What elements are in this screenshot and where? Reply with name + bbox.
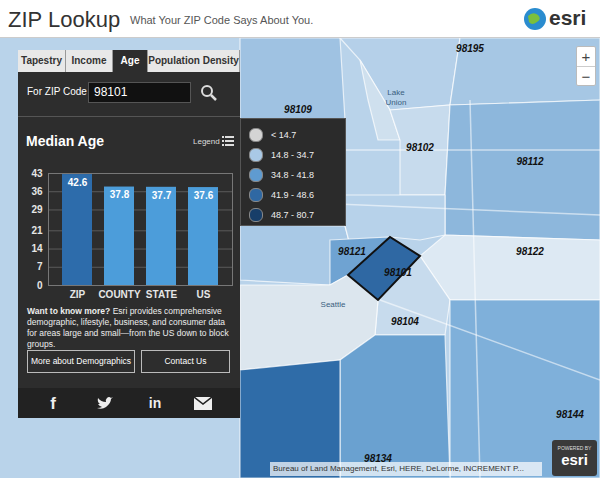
svg-text:98144: 98144 [556, 409, 584, 420]
html-text:esri: esri [549, 6, 587, 29]
html-text:41.9 - 48.6: 41.9 - 48.6 [271, 189, 314, 200]
html-text:esri: esri [561, 451, 588, 468]
svg-text:LakeUnion: LakeUnion [386, 88, 407, 107]
html-text:in: in [148, 395, 162, 411]
html-text:f: f [50, 394, 56, 413]
html-text:Median Age: Median Age [26, 133, 104, 149]
svg-text:98121: 98121 [338, 246, 366, 257]
svg-text:98122: 98122 [516, 246, 544, 257]
html-text:Contact Us: Contact Us [164, 356, 207, 366]
svg-text:7: 7 [37, 261, 43, 272]
svg-text:14: 14 [31, 243, 43, 254]
html-text:34.8 - 41.8: 34.8 - 41.8 [271, 169, 314, 180]
svg-text:37.6: 37.6 [194, 190, 214, 201]
svg-text:98101: 98101 [384, 267, 412, 278]
svg-text:ZIP: ZIP [70, 289, 86, 300]
html-text:Bureau of Land Management, Esr: Bureau of Land Management, Esri, HERE, D… [273, 464, 524, 473]
html-text:Age: Age [120, 55, 140, 66]
html-text:Tapestry: Tapestry [21, 55, 62, 66]
html-text:Income: Income [71, 55, 107, 66]
svg-text:37.7: 37.7 [152, 190, 172, 201]
svg-text:COUNTY: COUNTY [98, 289, 141, 300]
svg-text:36: 36 [31, 186, 43, 197]
html-text:< 14.7: < 14.7 [271, 129, 297, 140]
html-text:Legend: Legend [193, 137, 220, 146]
html-text:Population Density: Population Density [148, 55, 239, 66]
html-text:Want to know more? Esri provid: Want to know more? Esri provides compreh… [27, 306, 229, 349]
svg-text:37.8: 37.8 [110, 189, 130, 200]
svg-text:STATE: STATE [146, 289, 178, 300]
html-text:ZIP Lookup: ZIP Lookup [8, 7, 121, 32]
html-text:For ZIP Code: For ZIP Code [27, 86, 87, 97]
svg-text:98102: 98102 [406, 142, 434, 153]
html-text:What Your ZIP Code Says About: What Your ZIP Code Says About You. [130, 14, 314, 26]
svg-text:43: 43 [31, 168, 43, 179]
html-text:98101: 98101 [94, 85, 128, 99]
html-text:48.7 - 80.7: 48.7 - 80.7 [271, 209, 314, 220]
svg-text:98109: 98109 [284, 104, 312, 115]
svg-text:42.6: 42.6 [68, 177, 88, 188]
html-text:14.8 - 34.7: 14.8 - 34.7 [271, 149, 314, 160]
svg-text:US: US [197, 289, 211, 300]
html-text:POWERED BY: POWERED BY [557, 445, 592, 451]
svg-text:21: 21 [31, 225, 43, 236]
svg-text:Seattle: Seattle [321, 300, 346, 309]
svg-text:98134: 98134 [364, 453, 392, 464]
svg-text:98195: 98195 [456, 43, 484, 54]
svg-text:0: 0 [37, 280, 43, 291]
html-text:More about Demographics: More about Demographics [30, 356, 132, 366]
svg-text:98104: 98104 [391, 316, 419, 327]
svg-text:29: 29 [31, 204, 43, 215]
svg-text:98112: 98112 [516, 156, 544, 167]
